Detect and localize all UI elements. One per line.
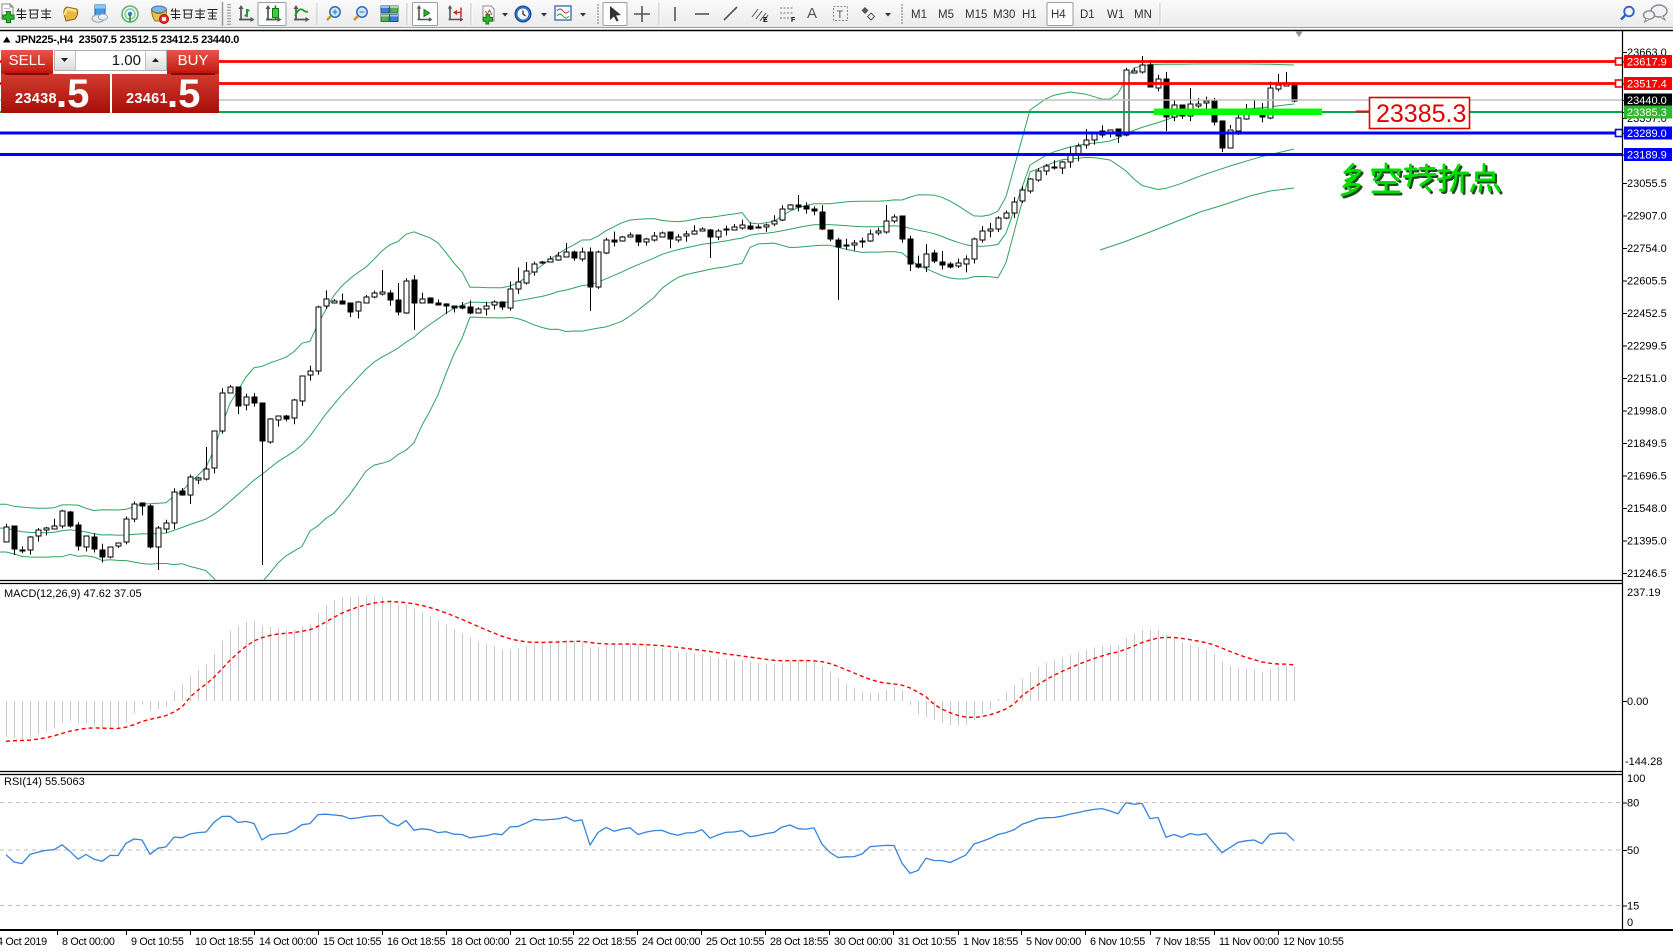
svg-text:23617.9: 23617.9	[1627, 57, 1667, 69]
svg-text:23440.0: 23440.0	[1627, 95, 1667, 107]
svg-text:22299.5: 22299.5	[1627, 341, 1667, 353]
svg-text:-144.28: -144.28	[1625, 756, 1662, 768]
svg-text:W1: W1	[1107, 9, 1124, 21]
svg-text:11 Nov 00:00: 11 Nov 00:00	[1219, 936, 1279, 948]
svg-text:5 Nov 00:00: 5 Nov 00:00	[1026, 936, 1081, 948]
svg-text:100: 100	[1627, 773, 1645, 785]
svg-text:23385.3: 23385.3	[1627, 107, 1667, 119]
svg-text:30 Oct 00:00: 30 Oct 00:00	[834, 936, 893, 948]
svg-text:21 Oct 10:55: 21 Oct 10:55	[515, 936, 574, 948]
svg-text:M5: M5	[938, 9, 954, 21]
svg-text:21849.5: 21849.5	[1627, 438, 1667, 450]
svg-text:21548.0: 21548.0	[1627, 503, 1667, 515]
svg-text:H4: H4	[1051, 9, 1066, 21]
svg-text:14 Oct 00:00: 14 Oct 00:00	[259, 936, 318, 948]
svg-text:4 Oct 2019: 4 Oct 2019	[0, 936, 47, 948]
svg-text:23517.4: 23517.4	[1627, 79, 1667, 91]
svg-text:22452.5: 22452.5	[1627, 308, 1667, 320]
svg-text:25 Oct 10:55: 25 Oct 10:55	[706, 936, 765, 948]
svg-text:H1: H1	[1022, 9, 1037, 21]
svg-text:1 Nov 18:55: 1 Nov 18:55	[963, 936, 1018, 948]
svg-text:31 Oct 10:55: 31 Oct 10:55	[898, 936, 957, 948]
svg-text:22151.0: 22151.0	[1627, 373, 1667, 385]
svg-text:9 Oct 10:55: 9 Oct 10:55	[131, 936, 184, 948]
svg-text:21395.0: 21395.0	[1627, 536, 1667, 548]
svg-text:7 Nov 18:55: 7 Nov 18:55	[1155, 936, 1210, 948]
svg-text:22 Oct 18:55: 22 Oct 18:55	[578, 936, 637, 948]
svg-text:23289.0: 23289.0	[1627, 128, 1667, 140]
svg-text:MN: MN	[1134, 9, 1152, 21]
svg-text:16 Oct 18:55: 16 Oct 18:55	[387, 936, 446, 948]
svg-text:28 Oct 18:55: 28 Oct 18:55	[770, 936, 829, 948]
svg-text:22754.0: 22754.0	[1627, 243, 1667, 255]
svg-text:10 Oct 18:55: 10 Oct 18:55	[195, 936, 254, 948]
svg-text:F: F	[791, 17, 796, 24]
svg-text:23385.3: 23385.3	[1376, 100, 1466, 128]
svg-text:50: 50	[1627, 845, 1639, 857]
svg-text:M30: M30	[993, 9, 1015, 21]
svg-text:MACD(12,26,9) 47.62 37.05: MACD(12,26,9) 47.62 37.05	[4, 588, 142, 600]
svg-text:A: A	[807, 5, 817, 22]
svg-text:18 Oct 00:00: 18 Oct 00:00	[451, 936, 510, 948]
svg-text:21246.5: 21246.5	[1627, 568, 1667, 580]
svg-text:JPN225-,H4 23507.5 23512.5 23: JPN225-,H4 23507.5 23512.5 23412.5 23440…	[15, 34, 239, 46]
svg-text:23055.5: 23055.5	[1627, 178, 1667, 190]
svg-text:23189.9: 23189.9	[1627, 150, 1667, 162]
svg-text:21998.0: 21998.0	[1627, 406, 1667, 418]
svg-text:0: 0	[1627, 917, 1633, 929]
svg-text:M1: M1	[911, 9, 927, 21]
svg-text:22907.0: 22907.0	[1627, 211, 1667, 223]
svg-text:22605.5: 22605.5	[1627, 276, 1667, 288]
svg-text:15 Oct 10:55: 15 Oct 10:55	[323, 936, 382, 948]
svg-text:21696.5: 21696.5	[1627, 471, 1667, 483]
svg-text:80: 80	[1627, 798, 1639, 810]
svg-text:237.19: 237.19	[1627, 587, 1661, 599]
svg-text:8 Oct 00:00: 8 Oct 00:00	[62, 936, 115, 948]
svg-text:E: E	[763, 17, 768, 24]
svg-text:24 Oct 00:00: 24 Oct 00:00	[642, 936, 701, 948]
svg-text:M15: M15	[965, 9, 987, 21]
svg-text:12 Nov 10:55: 12 Nov 10:55	[1283, 936, 1344, 948]
svg-text:D1: D1	[1080, 9, 1095, 21]
svg-text:RSI(14) 55.5063: RSI(14) 55.5063	[4, 776, 85, 788]
svg-text:6 Nov 10:55: 6 Nov 10:55	[1090, 936, 1145, 948]
svg-text:15: 15	[1627, 901, 1639, 913]
svg-text:0.00: 0.00	[1627, 696, 1648, 708]
svg-text:T: T	[837, 9, 844, 21]
